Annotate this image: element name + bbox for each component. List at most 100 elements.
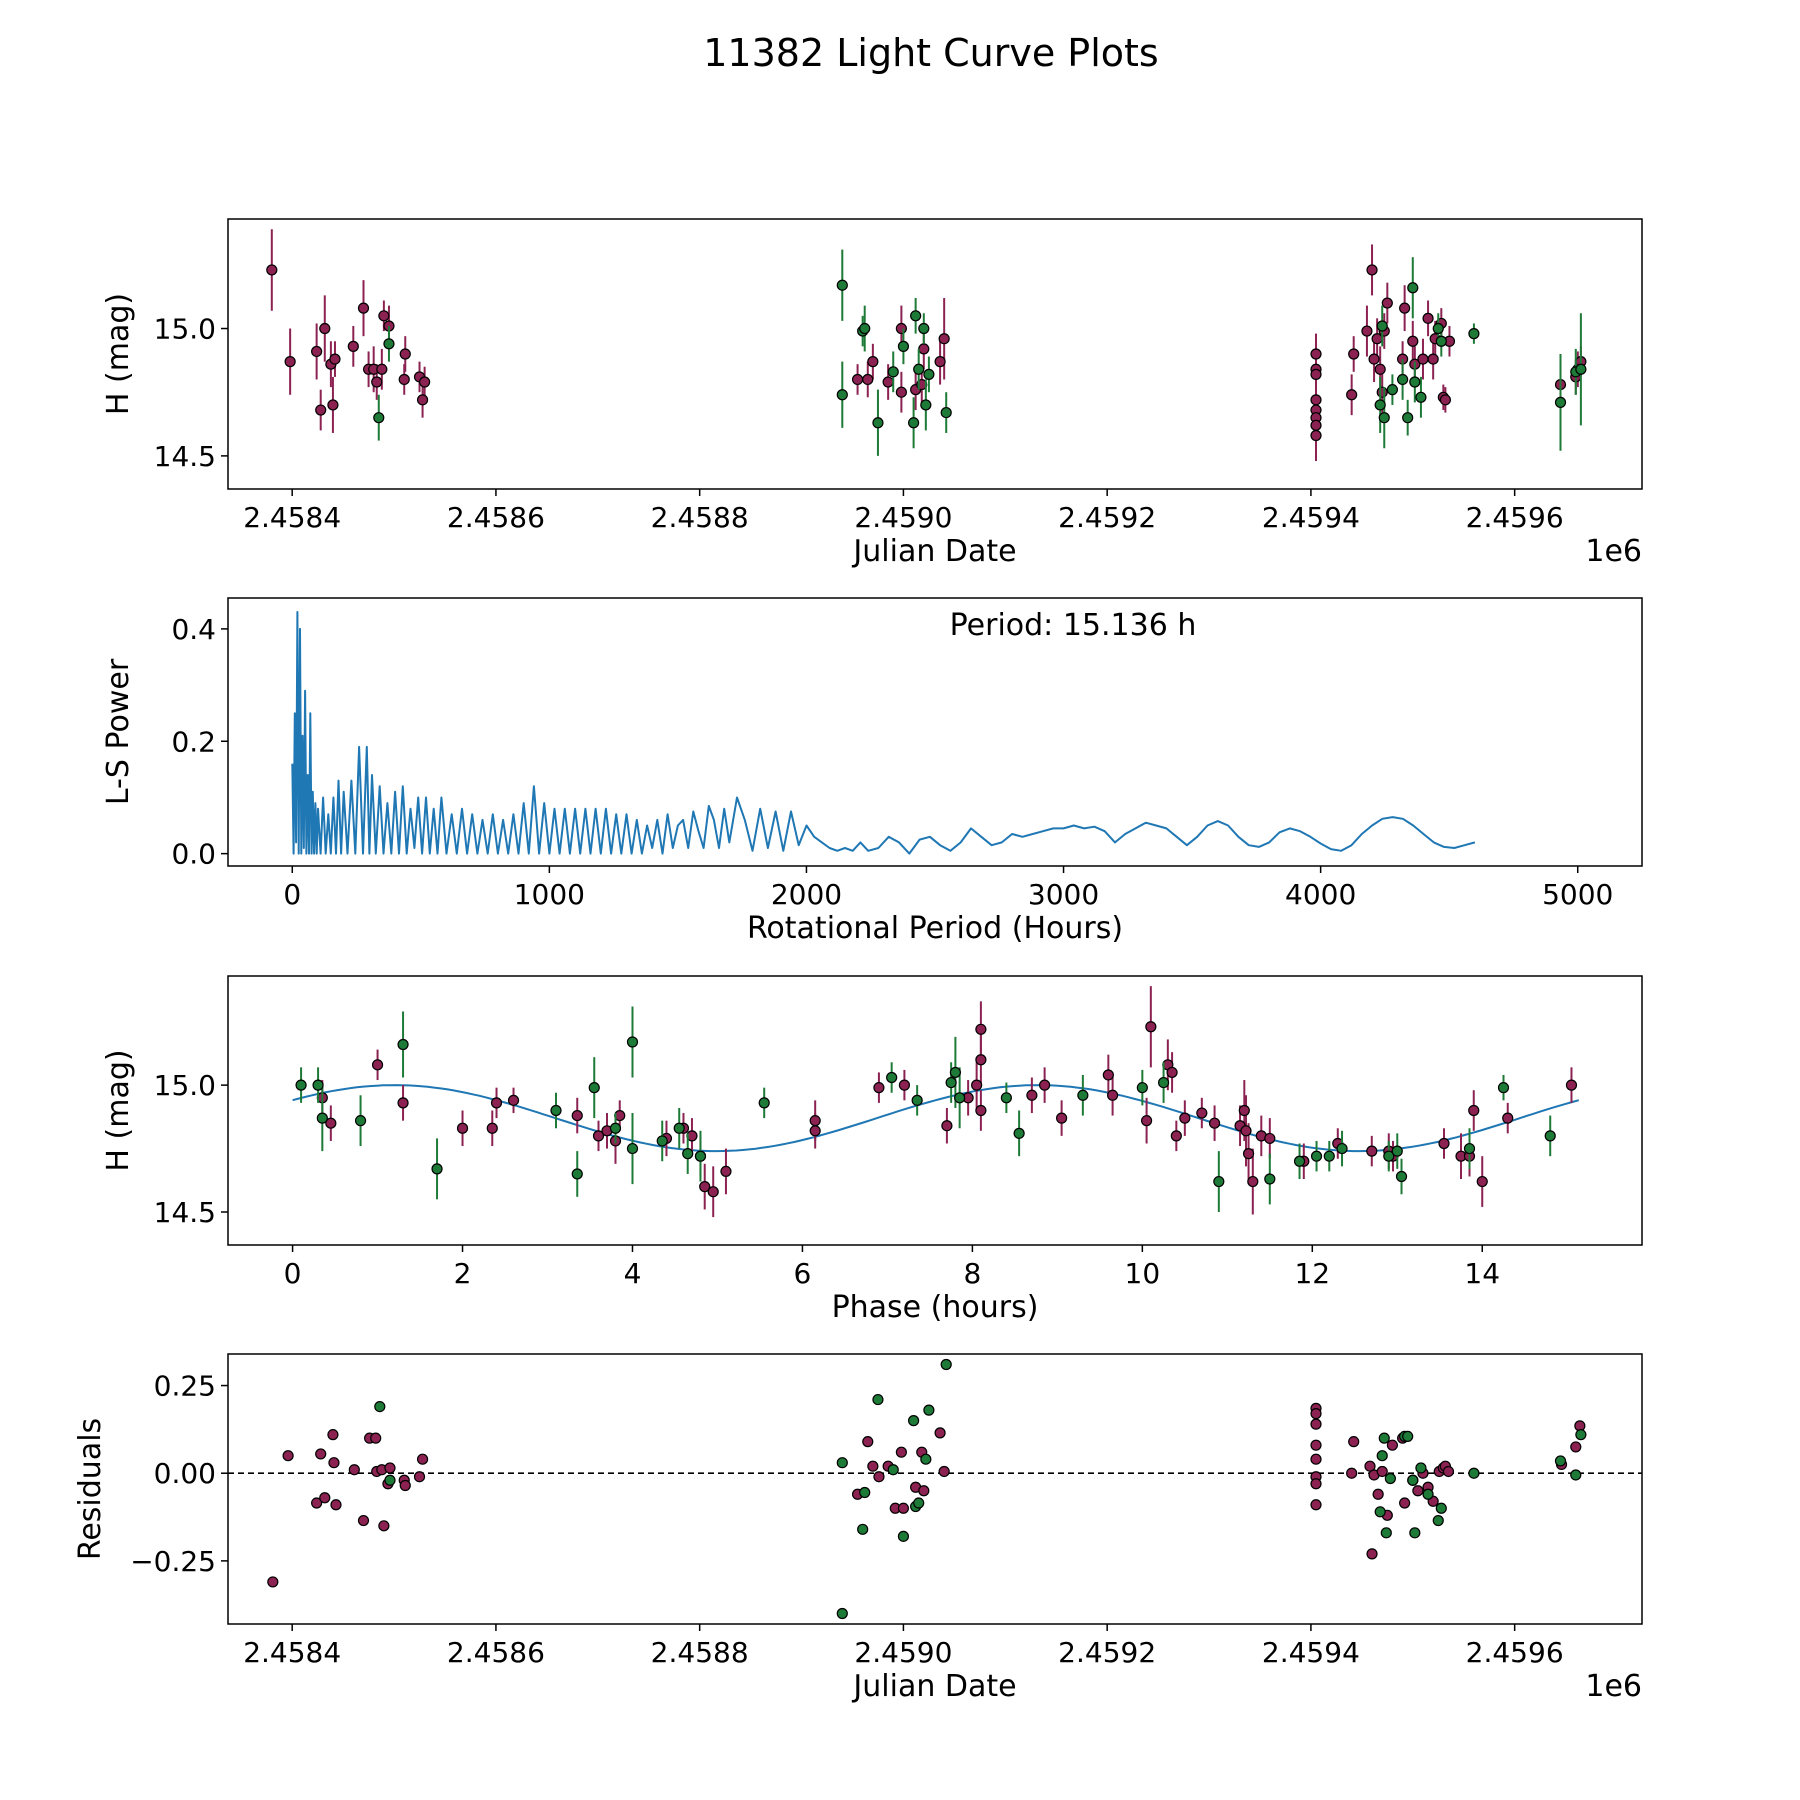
data-point — [1384, 1472, 1396, 1485]
data-point — [758, 1097, 770, 1109]
data-point — [809, 1115, 821, 1127]
data-point — [383, 338, 395, 350]
data-point — [1310, 1478, 1322, 1490]
data-point — [945, 1076, 957, 1089]
x-tick-label: 3000 — [1028, 878, 1099, 911]
data-point — [328, 1457, 340, 1469]
data-point — [1415, 391, 1427, 403]
data-point — [1106, 1089, 1119, 1101]
data-point — [1166, 1066, 1178, 1079]
data-point — [592, 1130, 605, 1142]
data-point — [971, 1079, 983, 1091]
data-point — [1310, 394, 1322, 406]
x-tick-label: 2.4586 — [447, 501, 545, 534]
data-point — [886, 1071, 898, 1084]
data-point — [895, 322, 907, 335]
data-point — [1391, 1145, 1403, 1157]
data-point — [920, 399, 932, 411]
axes-frame — [227, 218, 1643, 490]
x-tick-label: 2000 — [771, 878, 842, 911]
data-point — [1208, 1117, 1221, 1129]
data-point — [1366, 264, 1378, 276]
residuals-panel: 2.4584 2.4586 2.4588 2.4590 2.4592 2.4594 2.45… — [73, 1353, 1643, 1704]
data-point — [1348, 1436, 1360, 1448]
lightcurve-plot-area — [266, 229, 1587, 461]
data-point — [940, 1358, 952, 1371]
y-tick-label: 0.00 — [154, 1457, 216, 1490]
data-point — [1570, 1441, 1582, 1453]
x-tick-label: 2 — [454, 1257, 472, 1290]
data-point — [1376, 1450, 1388, 1462]
data-point — [1157, 1076, 1170, 1089]
x-tick-label: 10 — [1125, 1257, 1161, 1290]
data-point — [1438, 1137, 1450, 1150]
data-point — [934, 356, 946, 368]
data-point — [1366, 1145, 1378, 1157]
data-point — [918, 1485, 930, 1497]
data-point — [348, 1464, 360, 1476]
data-point — [1378, 412, 1390, 424]
x-axis-label: Julian Date — [851, 534, 1016, 569]
data-point — [1310, 368, 1322, 380]
data-point — [1407, 282, 1419, 294]
data-point — [311, 1497, 323, 1509]
data-point — [1026, 1089, 1038, 1101]
data-point — [873, 1082, 885, 1094]
data-point — [1310, 348, 1322, 360]
data-point — [1374, 1506, 1386, 1518]
data-point — [920, 1453, 932, 1465]
data-point — [1372, 1488, 1384, 1500]
data-point — [1348, 348, 1360, 360]
data-point — [312, 1079, 324, 1091]
data-point — [371, 1059, 384, 1071]
data-point — [431, 1163, 443, 1175]
data-point — [873, 1471, 885, 1483]
data-point — [862, 1436, 874, 1448]
axes-frame — [227, 597, 1643, 867]
data-point — [384, 1462, 396, 1474]
x-tick-label: 2.4596 — [1466, 1636, 1564, 1669]
data-point — [1310, 1418, 1322, 1430]
x-tick-label: 2.4584 — [243, 1636, 341, 1669]
x-tick-label: 2.4592 — [1058, 501, 1156, 534]
data-point — [887, 366, 899, 378]
data-point — [1374, 363, 1386, 375]
data-point — [908, 1415, 920, 1427]
y-tick-label: 14.5 — [154, 440, 216, 473]
data-point — [918, 322, 930, 335]
x-tick-label: 2.4588 — [651, 501, 749, 534]
data-point — [836, 1607, 848, 1620]
data-point — [1310, 1499, 1322, 1511]
data-point — [282, 1450, 294, 1462]
data-point — [872, 417, 884, 429]
data-point — [975, 1104, 987, 1117]
data-point — [1264, 1173, 1276, 1185]
data-point — [1409, 376, 1421, 388]
data-point — [1264, 1132, 1276, 1145]
data-point — [895, 1446, 907, 1458]
data-point — [284, 356, 296, 368]
x-tick-label: 2.4584 — [243, 501, 341, 534]
data-point — [319, 322, 331, 335]
data-point — [1310, 419, 1322, 431]
data-point — [1247, 1175, 1259, 1188]
data-point — [1240, 1125, 1252, 1137]
data-point — [1336, 1142, 1348, 1155]
data-point — [1077, 1089, 1089, 1101]
data-point — [371, 376, 383, 388]
data-point — [327, 1429, 339, 1441]
data-point — [1417, 353, 1429, 365]
data-point — [1544, 1130, 1556, 1142]
x-tick-label: 4 — [624, 1257, 642, 1290]
axes-frame — [227, 1353, 1643, 1625]
x-axis-label: Rotational Period (Hours) — [747, 911, 1123, 946]
data-point — [1575, 363, 1587, 375]
data-point — [1380, 1527, 1392, 1539]
y-axis-label: L-S Power — [101, 658, 136, 805]
y-tick-label: 0.4 — [171, 613, 216, 646]
x-tick-label: 2.4590 — [854, 501, 952, 534]
data-point — [1575, 1429, 1587, 1441]
data-point — [1346, 389, 1358, 401]
data-point — [378, 310, 390, 322]
data-point — [486, 1122, 498, 1134]
